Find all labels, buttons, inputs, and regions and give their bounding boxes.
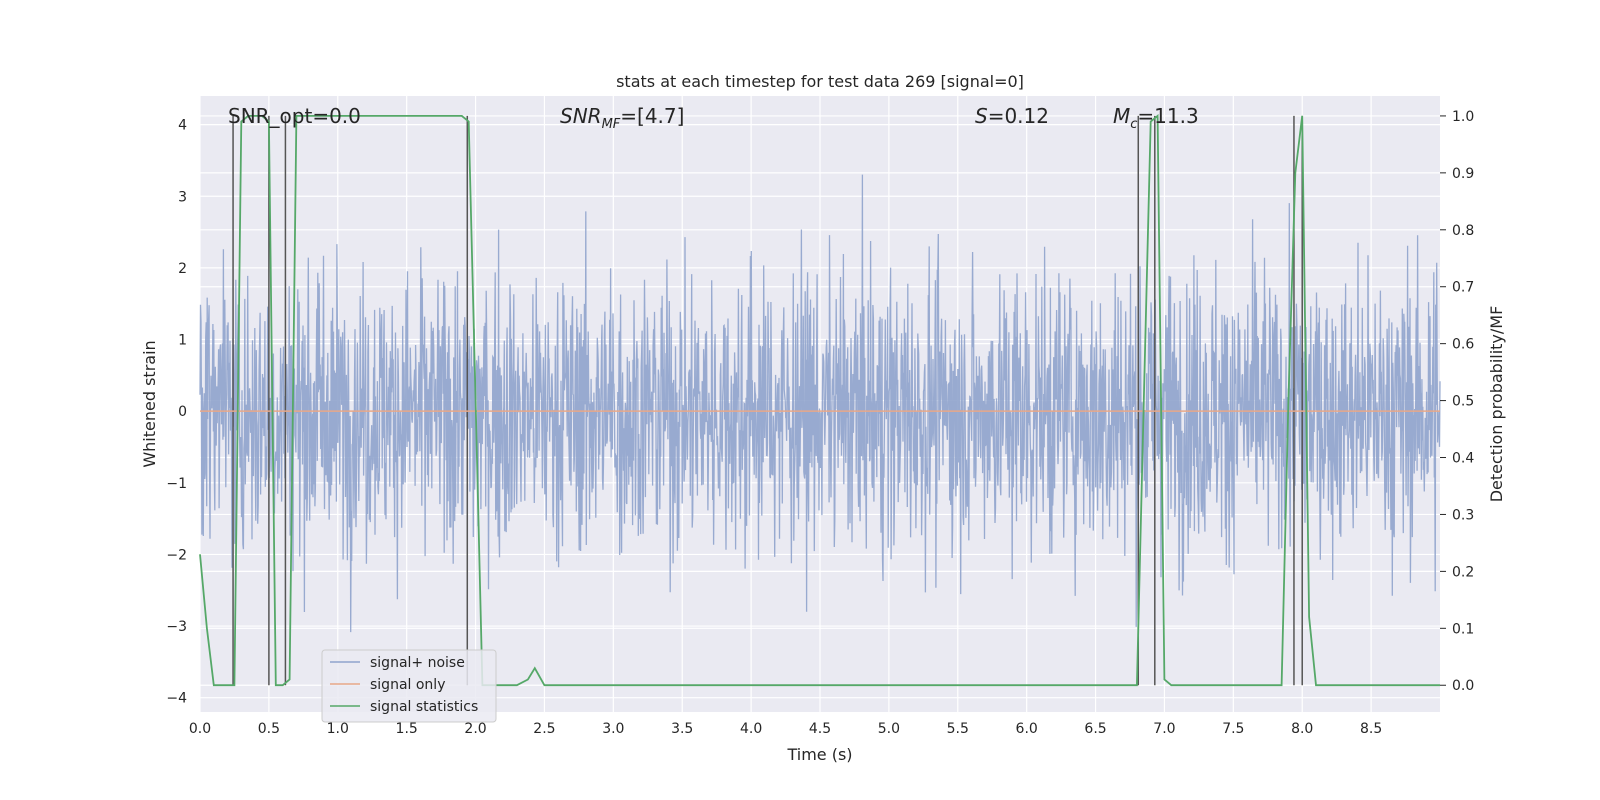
signal-statistics-line [199, 114, 1440, 687]
y-tick-label: −3 [166, 619, 187, 635]
mc-value: =11.3 [1137, 104, 1198, 128]
x-tick-label: 2.0 [464, 721, 486, 737]
mc-base: M [1113, 104, 1130, 128]
x-tick-label: 4.5 [809, 721, 831, 737]
y2-tick-label: 0.0 [1452, 678, 1474, 694]
snr-mf-sub: MF [602, 117, 621, 132]
y2-axis-label: Detection probability/MF [1487, 306, 1506, 503]
x-tick-label: 3.5 [671, 721, 693, 737]
chart-title: stats at each timestep for test data 269… [616, 72, 1024, 91]
y2-tick-label: 0.1 [1452, 621, 1474, 637]
y2-tick-label: 0.7 [1452, 280, 1474, 296]
y-ticks: 4 3 2 1 0 −1 −2 −3 −4 [166, 118, 187, 707]
x-tick-label: 3.0 [602, 721, 624, 737]
mc-sub: c [1130, 117, 1137, 132]
x-tick-label: 6.0 [1016, 721, 1038, 737]
y-tick-label: −4 [166, 691, 187, 707]
legend-label-signal-noise: signal+ noise [370, 655, 465, 671]
y-tick-label: 4 [178, 118, 187, 134]
y-tick-label: −1 [166, 476, 187, 492]
snr-mf-value: =[4.7] [620, 104, 684, 128]
x-tick-label: 1.5 [396, 721, 418, 737]
x-axis-label: Time (s) [786, 745, 852, 764]
y2-tick-label: 0.9 [1452, 166, 1474, 182]
lines [199, 114, 1440, 687]
snr-mf-base: SNR [560, 104, 602, 128]
y2-tick-label: 0.8 [1452, 223, 1474, 239]
y2-tick-label: 0.4 [1452, 451, 1474, 467]
x-tick-label: 8.5 [1360, 721, 1382, 737]
vertical-markers [232, 115, 1303, 686]
x-tick-label: 5.5 [947, 721, 969, 737]
x-tick-label: 1.0 [327, 721, 349, 737]
signal-noise-series [199, 174, 1441, 633]
y-tick-label: −2 [166, 547, 187, 563]
x-tick-label: 4.0 [740, 721, 762, 737]
annotation-mc: Mc=11.3 [1113, 104, 1199, 132]
x-tick-label: 2.5 [533, 721, 555, 737]
y-tick-label: 2 [178, 261, 187, 277]
x-tick-label: 0.0 [189, 721, 211, 737]
y-tick-label: 3 [178, 189, 187, 205]
s-value: =0.12 [988, 104, 1049, 128]
y-tick-label: 0 [178, 404, 187, 420]
y2-tick-label: 1.0 [1452, 109, 1474, 125]
legend-box [321, 649, 497, 723]
y2-tick-label: 0.6 [1452, 337, 1474, 353]
x-tick-label: 0.5 [258, 721, 280, 737]
x-tick-label: 8.0 [1291, 721, 1313, 737]
legend-label-signal-statistics: signal statistics [370, 699, 478, 715]
x-tick-label: 6.5 [1084, 721, 1106, 737]
annotation-snr-mf: SNRMF=[4.7] [560, 104, 684, 132]
y2-ticks: 1.0 0.9 0.8 0.7 0.6 0.5 0.4 0.3 0.2 0.1 0.0 [1440, 109, 1474, 694]
y-axis-label: Whitened strain [140, 340, 159, 467]
annotation-snr-opt: SNR_opt=0.0 [228, 104, 361, 128]
x-tick-label: 7.5 [1222, 721, 1244, 737]
legend-label-signal-only: signal only [370, 677, 445, 693]
legend: signal+ noise signal only signal statist… [321, 649, 497, 723]
y2-tick-label: 0.3 [1452, 507, 1474, 523]
x-tick-label: 7.0 [1153, 721, 1175, 737]
y2-tick-label: 0.2 [1452, 564, 1474, 580]
y2-tick-label: 0.5 [1452, 394, 1474, 410]
s-base: S [975, 104, 988, 128]
x-tick-label: 5.0 [878, 721, 900, 737]
annotation-s: S=0.12 [975, 104, 1049, 128]
x-ticks: 0.0 0.5 1.0 1.5 2.0 2.5 3.0 3.5 4.0 4.5 5.0 5.5 6.0 6… [189, 721, 1382, 737]
signal-noise-line [199, 174, 1441, 633]
y-tick-label: 1 [178, 333, 187, 349]
